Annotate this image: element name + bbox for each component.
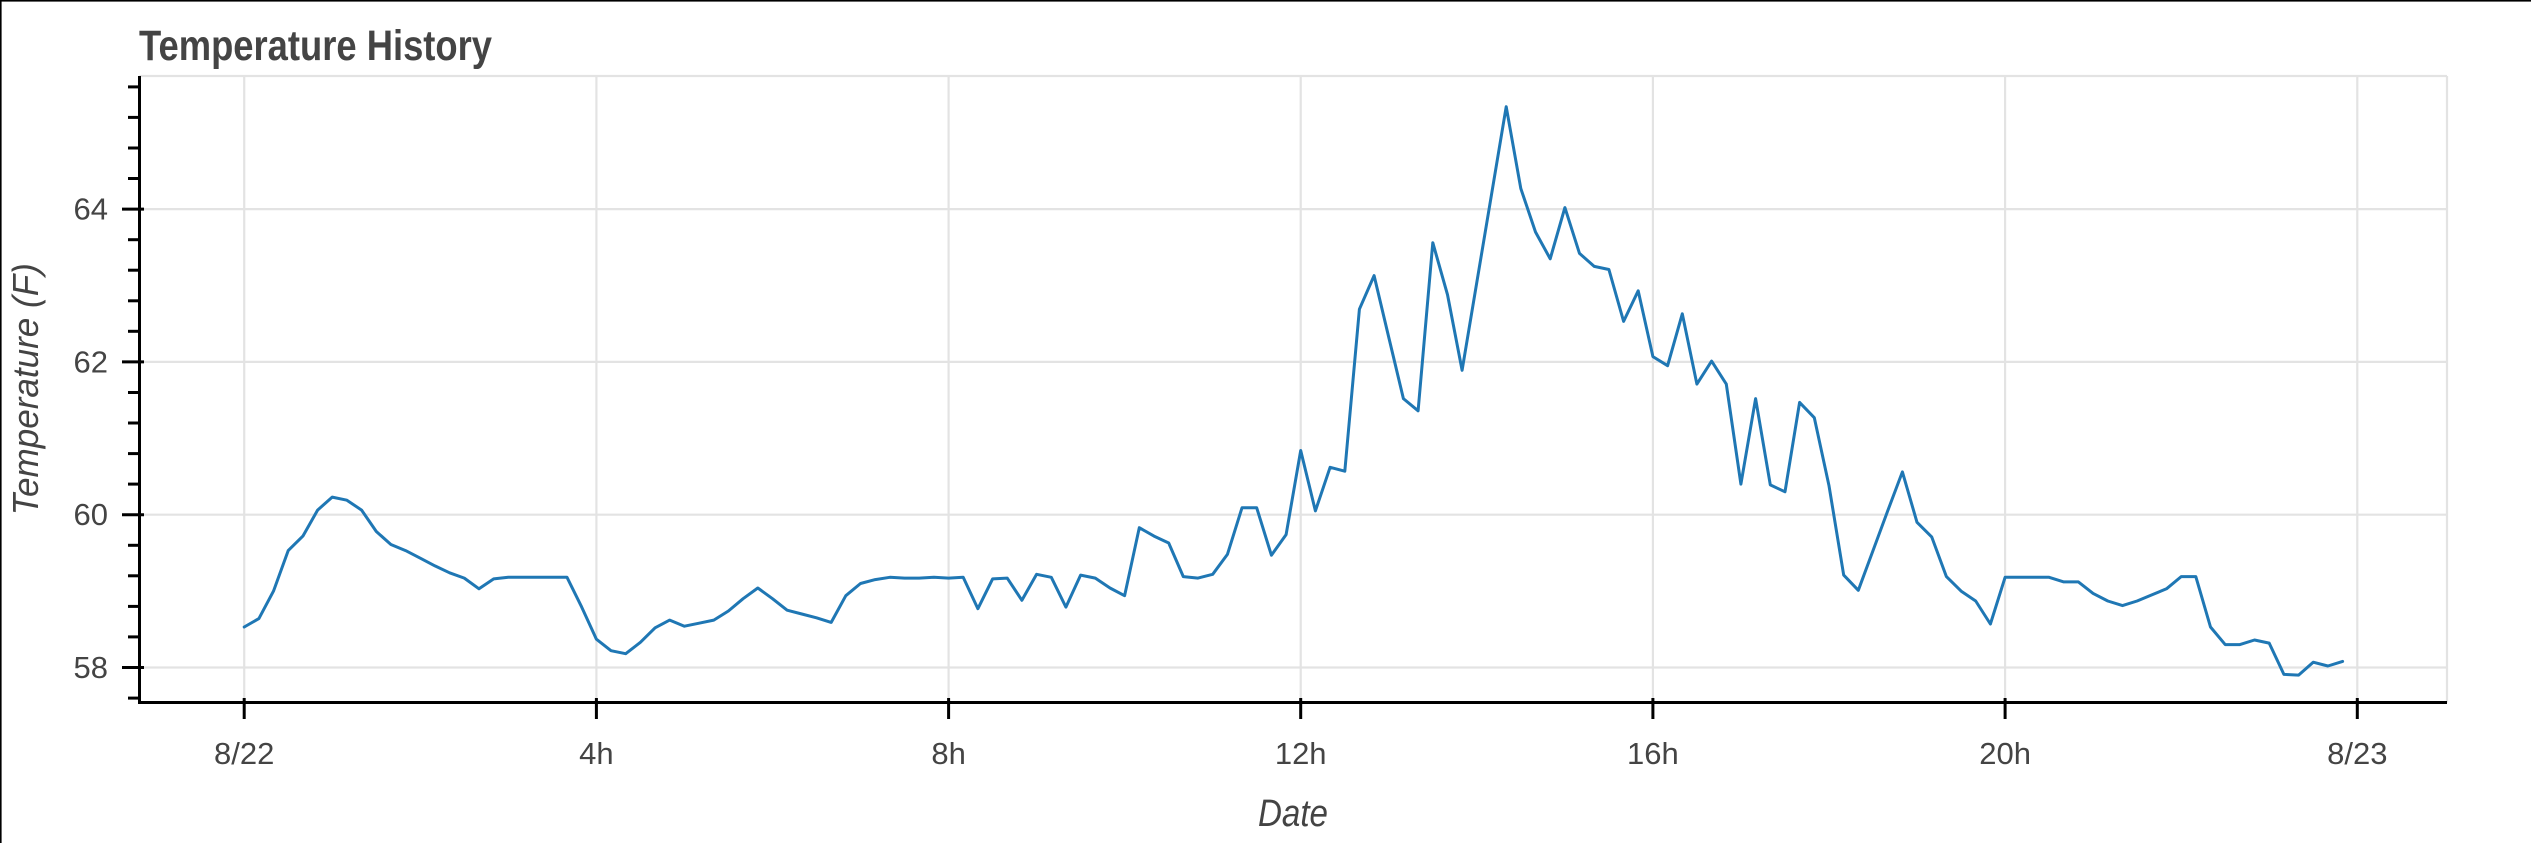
svg-text:16h: 16h bbox=[1627, 736, 1679, 771]
svg-text:20h: 20h bbox=[1979, 736, 2031, 771]
svg-text:Date: Date bbox=[1258, 793, 1328, 835]
svg-text:58: 58 bbox=[74, 650, 108, 685]
svg-text:62: 62 bbox=[74, 344, 108, 379]
svg-text:8/22: 8/22 bbox=[214, 736, 274, 771]
svg-text:Temperature (F): Temperature (F) bbox=[5, 263, 46, 515]
svg-text:4h: 4h bbox=[579, 736, 613, 771]
svg-text:12h: 12h bbox=[1275, 736, 1327, 771]
svg-text:Temperature History: Temperature History bbox=[139, 22, 492, 70]
svg-text:8/23: 8/23 bbox=[2327, 736, 2387, 771]
svg-text:8h: 8h bbox=[931, 736, 965, 771]
svg-text:64: 64 bbox=[74, 192, 108, 227]
svg-text:60: 60 bbox=[74, 497, 108, 532]
